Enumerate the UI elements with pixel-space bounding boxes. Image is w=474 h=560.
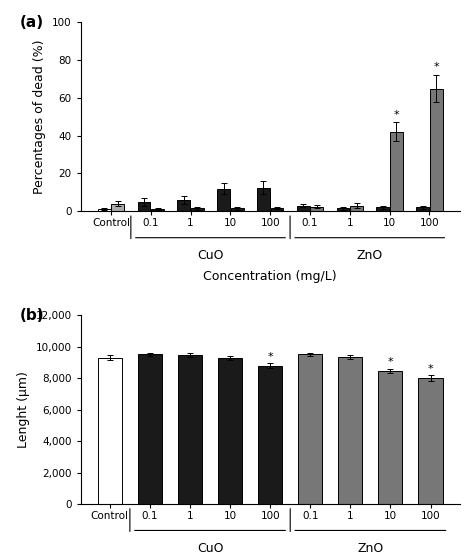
Bar	[298, 354, 322, 504]
Bar	[258, 366, 282, 504]
Bar	[310, 207, 323, 211]
Bar	[151, 209, 164, 211]
Y-axis label: Percentages of dead (%): Percentages of dead (%)	[33, 40, 46, 194]
Bar	[138, 354, 162, 504]
Text: (a): (a)	[20, 15, 44, 30]
Bar	[416, 208, 429, 211]
Text: *: *	[393, 110, 399, 120]
Bar	[337, 208, 349, 211]
Bar	[338, 357, 363, 504]
Bar	[271, 208, 283, 211]
Bar	[297, 206, 310, 211]
Bar	[378, 371, 402, 504]
Text: *: *	[433, 63, 439, 72]
Bar	[390, 132, 403, 211]
Text: ZnO: ZnO	[357, 542, 383, 555]
Bar	[191, 208, 204, 211]
Text: *: *	[388, 357, 393, 367]
Y-axis label: Lenght (μm): Lenght (μm)	[17, 371, 30, 448]
Text: CuO: CuO	[197, 542, 223, 555]
Text: ZnO: ZnO	[356, 249, 383, 262]
Bar	[98, 358, 122, 504]
Bar	[98, 209, 110, 211]
Bar	[430, 88, 443, 211]
Bar	[350, 206, 363, 211]
Bar	[218, 358, 242, 504]
Text: (b): (b)	[20, 307, 45, 323]
Bar	[419, 378, 443, 504]
Bar	[111, 204, 124, 211]
Bar	[376, 208, 389, 211]
Text: *: *	[267, 352, 273, 362]
Text: CuO: CuO	[197, 249, 224, 262]
Bar	[217, 189, 230, 211]
Bar	[231, 208, 244, 211]
Bar	[178, 355, 202, 504]
Text: Concentration (mg/L): Concentration (mg/L)	[203, 270, 337, 283]
Text: *: *	[428, 363, 433, 374]
Bar	[257, 188, 270, 211]
Bar	[177, 200, 190, 211]
Bar	[137, 202, 150, 211]
